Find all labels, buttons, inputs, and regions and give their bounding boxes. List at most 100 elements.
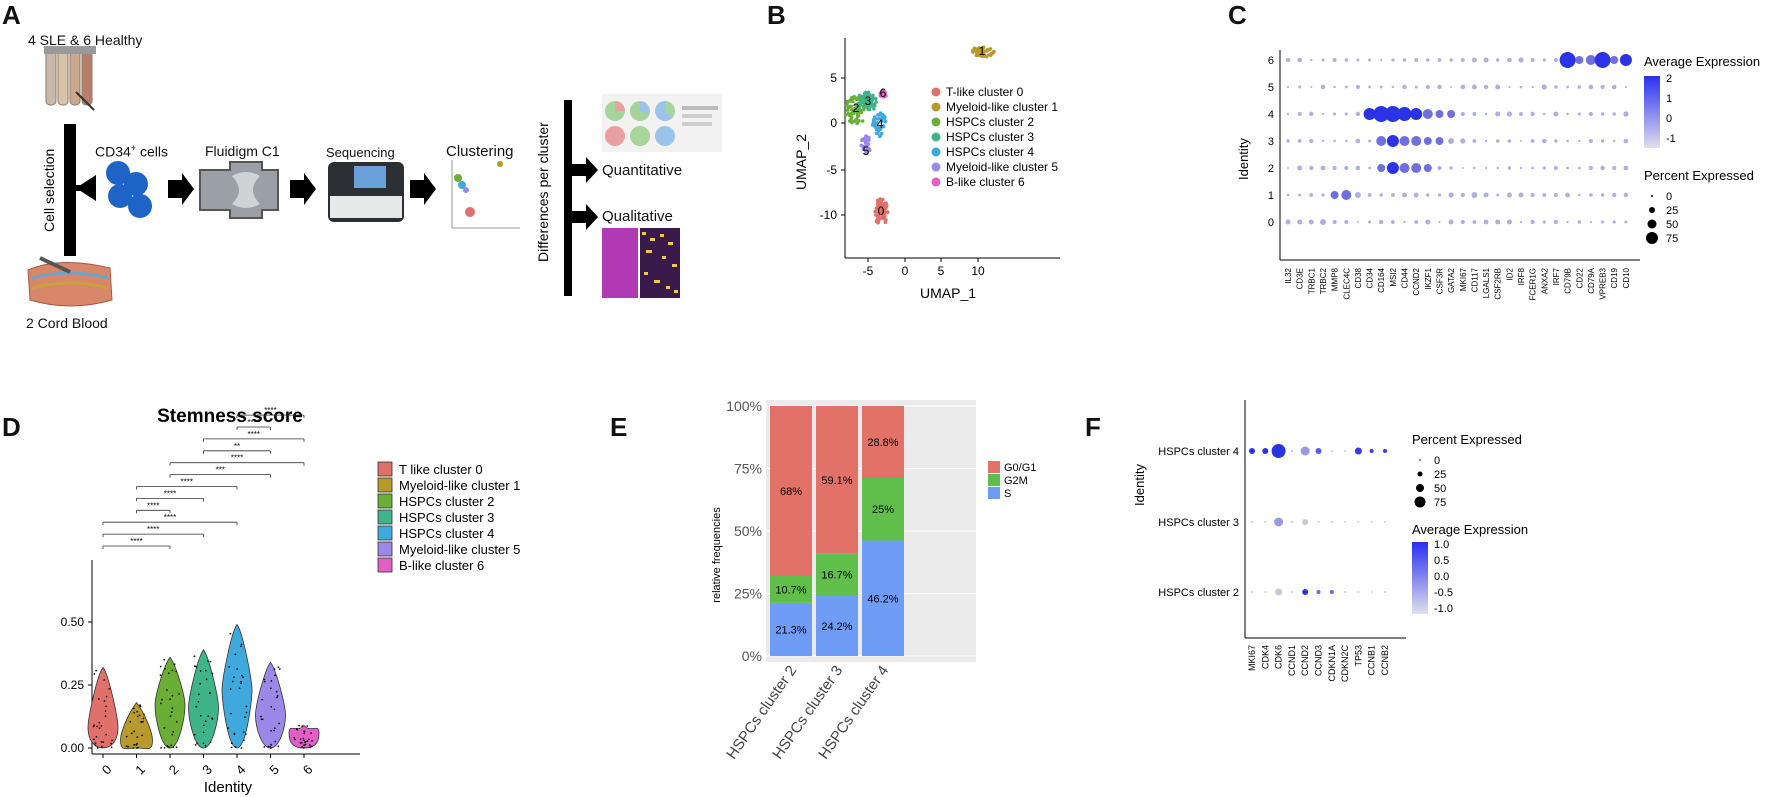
e-legend-label: G2M (1004, 475, 1028, 487)
c-dot (1575, 56, 1584, 64)
umap-point (846, 111, 851, 116)
c-dot (1610, 56, 1619, 64)
c-dot (1589, 193, 1593, 197)
d-point (171, 707, 174, 710)
c-dot (1321, 58, 1325, 62)
d-point (301, 725, 304, 727)
c-gene-label: CLEC4C (1342, 268, 1351, 300)
qualitative-label: Qualitative (602, 208, 673, 225)
c-dot (1379, 193, 1383, 197)
e-y-label: relative frequencies (711, 507, 723, 603)
d-y-tick: 0.50 (61, 615, 85, 629)
d-point (133, 730, 136, 733)
d-point (171, 733, 174, 736)
umap-point (883, 119, 888, 124)
f-dot (1302, 589, 1309, 595)
d-point (295, 727, 298, 730)
d-point (197, 700, 200, 703)
umap-cluster-label: 2 (853, 101, 860, 115)
d-point (142, 720, 144, 723)
e-legend-swatch (988, 461, 1000, 473)
cord-blood-icon (27, 256, 113, 307)
umap-point (879, 131, 884, 136)
c-dot (1363, 108, 1376, 120)
d-point (261, 718, 264, 721)
f-identity-tick: HSPCs cluster 2 (1158, 587, 1239, 599)
d-legend-swatch (377, 509, 393, 525)
e-bar-segment (816, 406, 858, 554)
sequencer-icon (328, 162, 404, 222)
d-x-tick: 4 (233, 762, 249, 778)
c-gene-label: CD79B (1564, 268, 1573, 294)
d-point (242, 676, 244, 679)
d-point (238, 687, 241, 690)
f-gene-label: CDK4 (1260, 645, 1270, 669)
umap-point (878, 94, 883, 98)
umap-point (876, 209, 880, 214)
c-dot (1448, 219, 1454, 225)
e-bar-segment (816, 553, 858, 596)
c-dot (1601, 220, 1605, 224)
umap-cluster-label: 6 (880, 86, 887, 100)
c-identity-tick: 2 (1268, 163, 1274, 175)
umap-point (885, 210, 890, 214)
f-dot (1329, 590, 1334, 594)
c-dot (1391, 58, 1395, 62)
d-point (270, 706, 273, 708)
c-dot (1422, 109, 1433, 119)
c-dot (1297, 219, 1303, 225)
d-significance-bracket: **** (203, 430, 305, 442)
d-point (133, 707, 135, 710)
c-avg-tick: 0 (1666, 113, 1672, 125)
e-bar-segment (862, 540, 904, 656)
c-identity-tick: 0 (1268, 217, 1274, 229)
d-x-label: Identity (204, 779, 253, 796)
umap-legend-item: Myeloid-like cluster 5 (931, 160, 1058, 174)
c-avg-tick: 1 (1666, 93, 1672, 105)
d-point (277, 745, 280, 748)
c-dot (1565, 192, 1570, 198)
c-gene-label: LGALS1 (1482, 267, 1491, 298)
f-dot (1330, 450, 1333, 452)
c-dot (1435, 110, 1444, 118)
c-pct-swatch (1646, 232, 1658, 244)
umap-point (855, 121, 859, 126)
c-dot (1611, 84, 1617, 90)
d-point (175, 746, 178, 748)
f-avg-tick: -0.5 (1434, 587, 1453, 599)
fluidigm-chip-icon (199, 161, 279, 219)
d-point (172, 746, 175, 748)
umap-point (972, 48, 976, 53)
d-point (96, 725, 98, 728)
e-legend-item: G2M (988, 474, 1028, 487)
umap-legend-swatch (931, 162, 941, 172)
c-gene-label: TRBC2 (1319, 267, 1328, 294)
c-dot (1449, 58, 1453, 62)
c-dot (1612, 192, 1617, 198)
e-bar-segment (862, 406, 904, 478)
c-gene-label: MMP8 (1331, 267, 1340, 291)
c-dot (1530, 192, 1535, 198)
d-point (204, 744, 207, 747)
c-pct-swatch (1651, 195, 1653, 197)
umap-point (976, 47, 980, 51)
blood-tubes-icon (44, 46, 96, 111)
c-dot (1623, 165, 1629, 171)
c-dot (1356, 58, 1360, 62)
umap-point (859, 143, 864, 148)
c-gene-label: IKZF1 (1424, 267, 1433, 289)
c-dot (1530, 58, 1535, 62)
c-dot (1355, 111, 1361, 117)
clustering-thumbnail-icon (451, 160, 520, 229)
e-bar-label: 59.1% (821, 475, 852, 487)
d-significance-label: **** (231, 454, 243, 463)
e-bar-label: 10.7% (775, 584, 806, 596)
c-pct-tick: 25 (1666, 205, 1678, 217)
d-point (228, 666, 231, 668)
d-significance-bracket: **** (136, 478, 238, 490)
umap-x-tick: 0 (902, 264, 909, 278)
c-dot (1368, 166, 1371, 170)
d-legend-item: T like cluster 0 (377, 461, 483, 477)
c-dot (1309, 138, 1314, 144)
d-point (275, 690, 278, 693)
